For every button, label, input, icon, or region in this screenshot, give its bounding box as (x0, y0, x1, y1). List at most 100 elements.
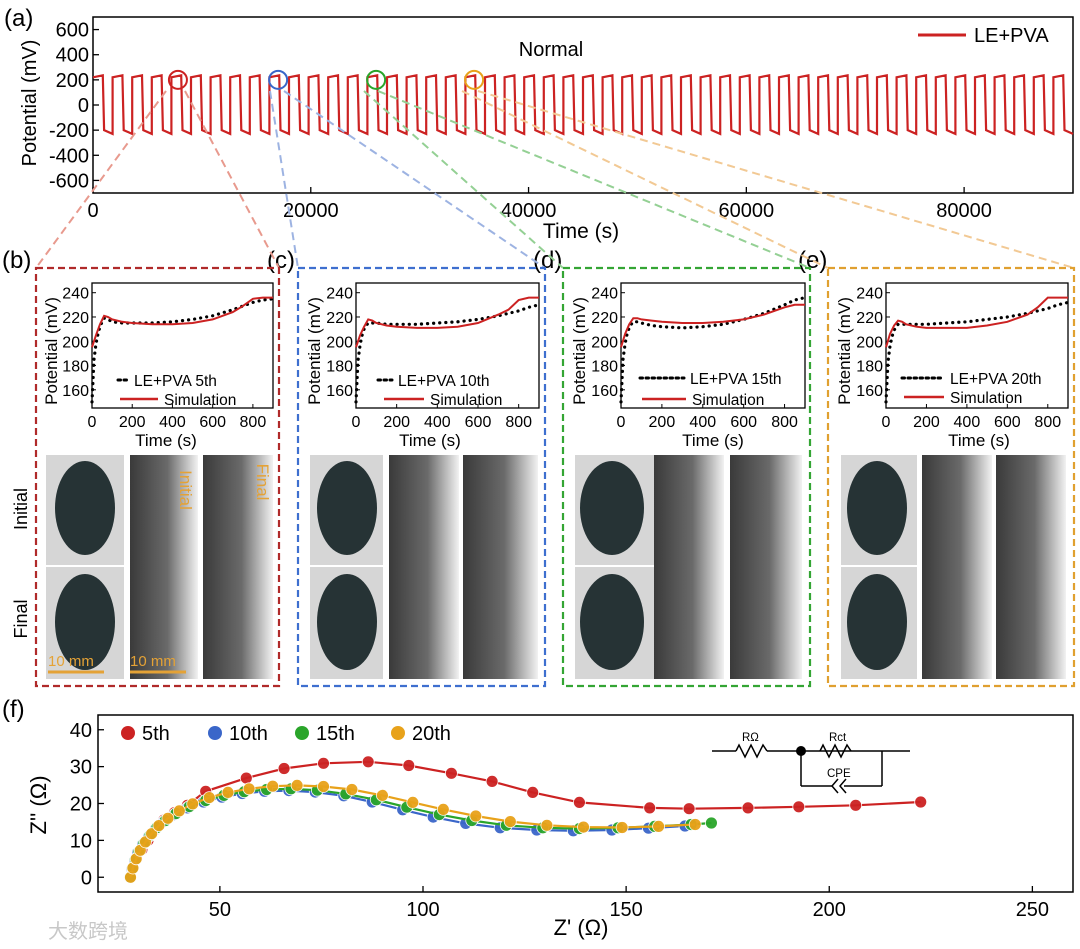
panel-f-point-20th (469, 809, 483, 823)
panel-e-plot: 160 180 200 220 240 0 200 400 600 800 (856, 282, 1070, 431)
panel-a-cycle-marker-blue (268, 69, 289, 90)
panel-f-point-5th (317, 756, 330, 770)
panel-a-cycle-marker-orange (464, 69, 485, 90)
panel-d-xtick-label: 400 (689, 414, 716, 431)
photo-d-electrode-initial-dark (580, 461, 644, 555)
panel-e-chart: Time (s) Potential (mV) LE+PVA 20th Simu… (835, 297, 1042, 450)
resistor-r-ohm-symbol (735, 743, 768, 759)
panel-b-series-experiment (90, 297, 275, 404)
panel-f-point-20th (152, 819, 166, 832)
panel-f-ytick-label: 40 (70, 720, 92, 742)
circuit-label-cpe: CPE (827, 768, 851, 780)
panel-b-ytick-label: 240 (62, 286, 89, 303)
panel-a-xtick-label: 60000 (719, 200, 775, 222)
panel-a-ytick-label: 200 (56, 70, 89, 92)
panel-d-chart: Time (s) Potential (mV) LE+PVA 15th Simu… (570, 297, 782, 450)
panel-c-frame (296, 266, 547, 688)
panel-e-series-experiment (884, 300, 1070, 404)
panel-d-series-experiment (619, 296, 807, 404)
panel-b-ytick-label: 180 (62, 359, 89, 376)
photo-b-electrode-initial-dark (55, 461, 115, 555)
connector-e-left (461, 90, 829, 269)
panel-f-legend-label-15th: 15th (316, 723, 355, 745)
panel-c-ytick-label: 220 (326, 310, 353, 327)
panel-f-point-20th (345, 783, 359, 796)
panel-f-point-20th (186, 797, 200, 811)
panel-a-legend-label: LE+PVA (974, 25, 1049, 47)
panel-d-xtick-label: 200 (649, 414, 676, 431)
panel-b-xtick-label: 200 (119, 414, 146, 431)
panel-a-xlabel: Time (s) (543, 220, 619, 243)
panel-e-series-simulation (885, 296, 1068, 348)
photo-d-strip-1 (654, 455, 724, 679)
panel-f-point-5th (643, 801, 657, 815)
panel-d-plot: 160 180 200 220 240 0 200 400 600 800 (591, 282, 807, 431)
panel-f-legend-marker-10th (208, 726, 222, 740)
panel-d-ytick-label: 240 (591, 286, 618, 303)
photo-c-electrode-final-dark (317, 574, 377, 670)
panel-a-ytick-label: 0 (78, 95, 89, 117)
panel-d-frame (561, 266, 812, 688)
panel-b-series-simulation (91, 296, 273, 348)
panel-f-xtick-label: 100 (406, 899, 439, 921)
photo-d-electrode-final-dark (580, 574, 644, 670)
panel-d-axes-frame (620, 282, 806, 409)
panel-f-point-20th (221, 786, 235, 799)
connector-c-right (283, 90, 546, 269)
panel-f-point-20th (503, 815, 517, 828)
panel-f-point-20th (688, 818, 702, 831)
panel-a-ytick-label: 400 (56, 45, 89, 67)
panel-f-legend-marker-5th (121, 726, 135, 740)
photo-c-electrode-initial-dark (317, 461, 377, 555)
panel-b-legend-2: Simulation (164, 392, 236, 409)
panel-f-xtick-label: 50 (209, 899, 231, 921)
photo-e-strip-1 (922, 455, 992, 679)
panel-b-frame (34, 266, 281, 688)
panel-f-point-20th (290, 779, 304, 792)
photo-e-electrode-initial-dark (847, 461, 907, 555)
circuit-label-r-ohm: RΩ (742, 732, 759, 744)
panel-e-ytick-label: 200 (856, 334, 883, 351)
connector-b-left (35, 90, 167, 269)
panel-a-ytick-label: -200 (49, 120, 89, 142)
panel-f-point-5th (849, 798, 863, 812)
panel-f-ytick-label: 30 (70, 757, 92, 779)
panel-b-xtick-label: 600 (199, 414, 226, 431)
photo-col-label-final: Final (253, 464, 272, 501)
panel-e-ytick-label: 180 (856, 359, 883, 376)
panel-e-xtick-label: 800 (1034, 414, 1061, 431)
panel-f-ytick-label: 10 (70, 830, 92, 852)
panel-e-ytick-label: 240 (856, 286, 883, 303)
panel-f-point-20th (540, 818, 554, 832)
panel-f-point-20th (266, 779, 280, 793)
panel-f-point-5th (485, 775, 499, 788)
panel-f-point-20th (577, 820, 590, 834)
panel-b-ytick-label: 220 (62, 310, 89, 327)
panel-a-ytick-label: -600 (49, 170, 89, 192)
cpe-symbol-left (831, 778, 839, 794)
panel-c-xtick-label: 0 (352, 414, 361, 431)
panel-f-point-20th (436, 803, 450, 816)
panel-e-xtick-label: 400 (954, 414, 981, 431)
panel-f-point-5th (402, 759, 416, 772)
watermark: 大数跨境 (48, 919, 128, 943)
panel-b-xtick-label: 800 (240, 414, 267, 431)
panel-f-point-5th (239, 771, 253, 785)
panel-e-xlabel: Time (s) (948, 431, 1010, 450)
panel-f-point-20th (161, 811, 175, 825)
photo-row-label-initial: Initial (11, 488, 31, 530)
panel-f-legend-marker-20th (391, 726, 405, 740)
panel-e-legend-2: Simulation (950, 390, 1022, 407)
panel-e-xtick-label: 600 (994, 414, 1021, 431)
panel-f-xtick-label: 250 (1016, 899, 1049, 921)
panel-b-plot: 160 180 200 220 240 0 200 400 600 800 (62, 282, 275, 431)
panel-d-xtick-label: 0 (617, 414, 626, 431)
panel-d-legend-1: LE+PVA 15th (690, 371, 782, 388)
panel-b-ylabel: Potential (mV) (42, 297, 61, 405)
photo-col-label-initial: Initial (176, 470, 195, 510)
panel-d-xtick-label: 600 (730, 414, 757, 431)
panel-d-ytick-label: 160 (591, 383, 618, 400)
panel-c-ytick-label: 180 (326, 359, 353, 376)
panel-d-ytick-label: 200 (591, 334, 618, 351)
panel-a-ylabel: Potential (mV) (19, 40, 41, 167)
